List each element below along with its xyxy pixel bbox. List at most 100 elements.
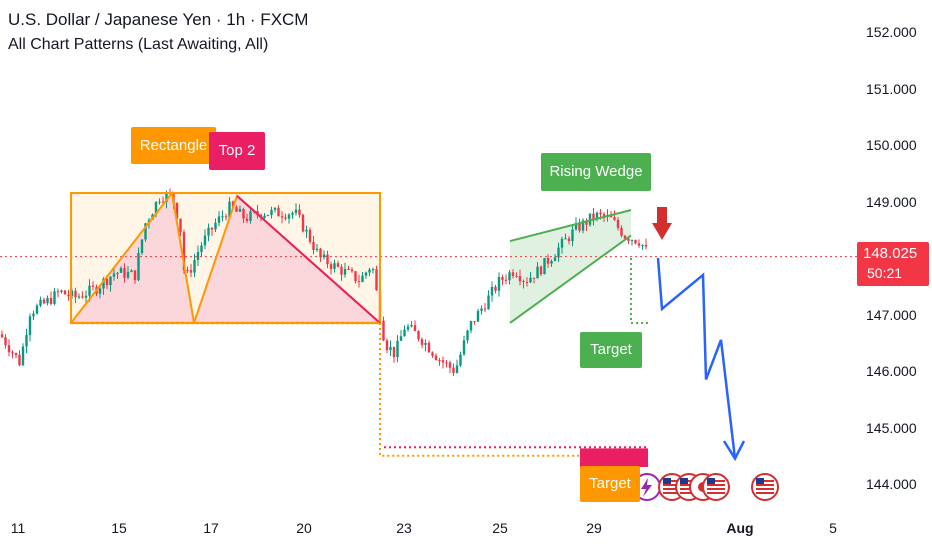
candle-body bbox=[91, 285, 95, 287]
candle-body bbox=[214, 222, 217, 230]
rectangle-target-line bbox=[379, 322, 648, 457]
candle-body bbox=[196, 252, 200, 261]
candle-body bbox=[364, 272, 368, 276]
rectangle-pattern-box bbox=[70, 192, 381, 324]
candle-body bbox=[441, 360, 445, 363]
rising-wedge-label[interactable]: Rising Wedge bbox=[541, 153, 651, 191]
y-tick-label: 146.000 bbox=[866, 363, 917, 379]
candle-body bbox=[98, 288, 102, 294]
y-tick-label: 152.000 bbox=[866, 24, 917, 40]
flag-us-stripe bbox=[756, 480, 774, 482]
candle-body bbox=[357, 281, 361, 283]
candle-body bbox=[525, 282, 529, 284]
candle-body bbox=[539, 266, 543, 275]
candle-body bbox=[501, 277, 504, 280]
candle-body bbox=[392, 346, 396, 358]
candle-body bbox=[287, 214, 291, 219]
flag-us-stripe bbox=[680, 488, 698, 490]
candle-body bbox=[410, 325, 413, 327]
x-tick-label: 5 bbox=[829, 520, 837, 536]
candle-body bbox=[28, 316, 32, 336]
candle-body bbox=[186, 270, 189, 272]
candle-body bbox=[224, 216, 228, 218]
candle-body bbox=[623, 235, 627, 239]
wedge-target-label[interactable]: Target bbox=[580, 332, 642, 368]
candle-body bbox=[571, 229, 574, 242]
candle-body bbox=[406, 326, 410, 330]
candle-body bbox=[469, 321, 473, 331]
candle-body bbox=[284, 217, 287, 219]
candle-body bbox=[462, 340, 466, 355]
candle-body bbox=[294, 209, 298, 213]
candle-body bbox=[221, 216, 224, 218]
chart-title: U.S. Dollar / Japanese Yen · 1h · FXCM bbox=[8, 10, 309, 29]
candle-body bbox=[42, 299, 46, 304]
top2-decline-line bbox=[236, 195, 381, 324]
flag-us-stripe bbox=[707, 492, 725, 494]
candle-body bbox=[112, 273, 116, 277]
candle-body bbox=[431, 352, 434, 356]
current-price-value: 148.025 bbox=[863, 245, 918, 262]
candle-body bbox=[305, 229, 308, 232]
candle-body bbox=[326, 254, 329, 265]
candle-body bbox=[126, 271, 130, 278]
candle-body bbox=[630, 240, 634, 242]
candle-body bbox=[315, 248, 319, 250]
x-tick-label: 25 bbox=[492, 520, 508, 536]
candle-body bbox=[455, 365, 459, 373]
rectangle-target-label[interactable]: Target bbox=[580, 466, 640, 502]
x-tick-label: 17 bbox=[203, 520, 219, 536]
wedge-lower-line bbox=[509, 234, 632, 324]
flag-us-stripe bbox=[663, 484, 681, 486]
flag-us-stripe bbox=[707, 484, 725, 486]
candle-body bbox=[280, 216, 284, 218]
candle-body bbox=[102, 278, 105, 289]
rectangle-label[interactable]: Rectangle bbox=[131, 127, 216, 164]
flag-us-icon bbox=[751, 473, 779, 501]
candle-body bbox=[322, 254, 326, 258]
indicator-label[interactable]: All Chart Patterns (Last Awaiting, All) bbox=[8, 36, 269, 53]
candle-body bbox=[189, 270, 193, 273]
candle-body bbox=[231, 201, 235, 208]
candle-body bbox=[119, 268, 123, 273]
bar-countdown: 50:21 bbox=[867, 265, 903, 281]
candle-body bbox=[210, 227, 214, 230]
candle-body bbox=[179, 218, 182, 233]
flag-us-stripe bbox=[663, 492, 681, 494]
candle-body bbox=[193, 260, 196, 273]
candle-body bbox=[403, 329, 406, 337]
wedge-upper-line bbox=[509, 209, 632, 243]
candle-body bbox=[480, 308, 483, 311]
candle-body bbox=[634, 240, 637, 244]
candle-body bbox=[46, 297, 49, 304]
candle-body bbox=[641, 244, 644, 246]
candle-body bbox=[417, 331, 420, 340]
candle-body bbox=[340, 266, 343, 275]
candle-body bbox=[557, 247, 560, 258]
y-tick-label: 145.000 bbox=[866, 419, 917, 436]
candle-body bbox=[574, 223, 578, 230]
candle-body bbox=[329, 264, 333, 269]
candle-body bbox=[602, 214, 606, 217]
candle-body bbox=[644, 244, 648, 247]
candle-body bbox=[385, 340, 389, 351]
top2-label[interactable]: Top 2 bbox=[209, 132, 265, 170]
candle-body bbox=[263, 215, 266, 218]
current-price-badge: 148.025 50:21 bbox=[857, 242, 929, 286]
candle-body bbox=[396, 340, 399, 358]
flag-us-canton bbox=[707, 478, 715, 484]
candle-body bbox=[413, 325, 417, 332]
candle-body bbox=[312, 241, 315, 250]
candle-body bbox=[273, 207, 277, 210]
x-tick-label: 23 bbox=[396, 520, 412, 536]
candle-body bbox=[301, 214, 305, 232]
candle-body bbox=[518, 276, 522, 282]
candle-body bbox=[88, 285, 91, 296]
flag-us-icon bbox=[702, 473, 730, 501]
candle-body bbox=[109, 276, 112, 286]
candle-body bbox=[235, 207, 238, 212]
candle-body bbox=[420, 339, 424, 345]
candle-body bbox=[343, 268, 347, 275]
candle-body bbox=[228, 201, 231, 218]
